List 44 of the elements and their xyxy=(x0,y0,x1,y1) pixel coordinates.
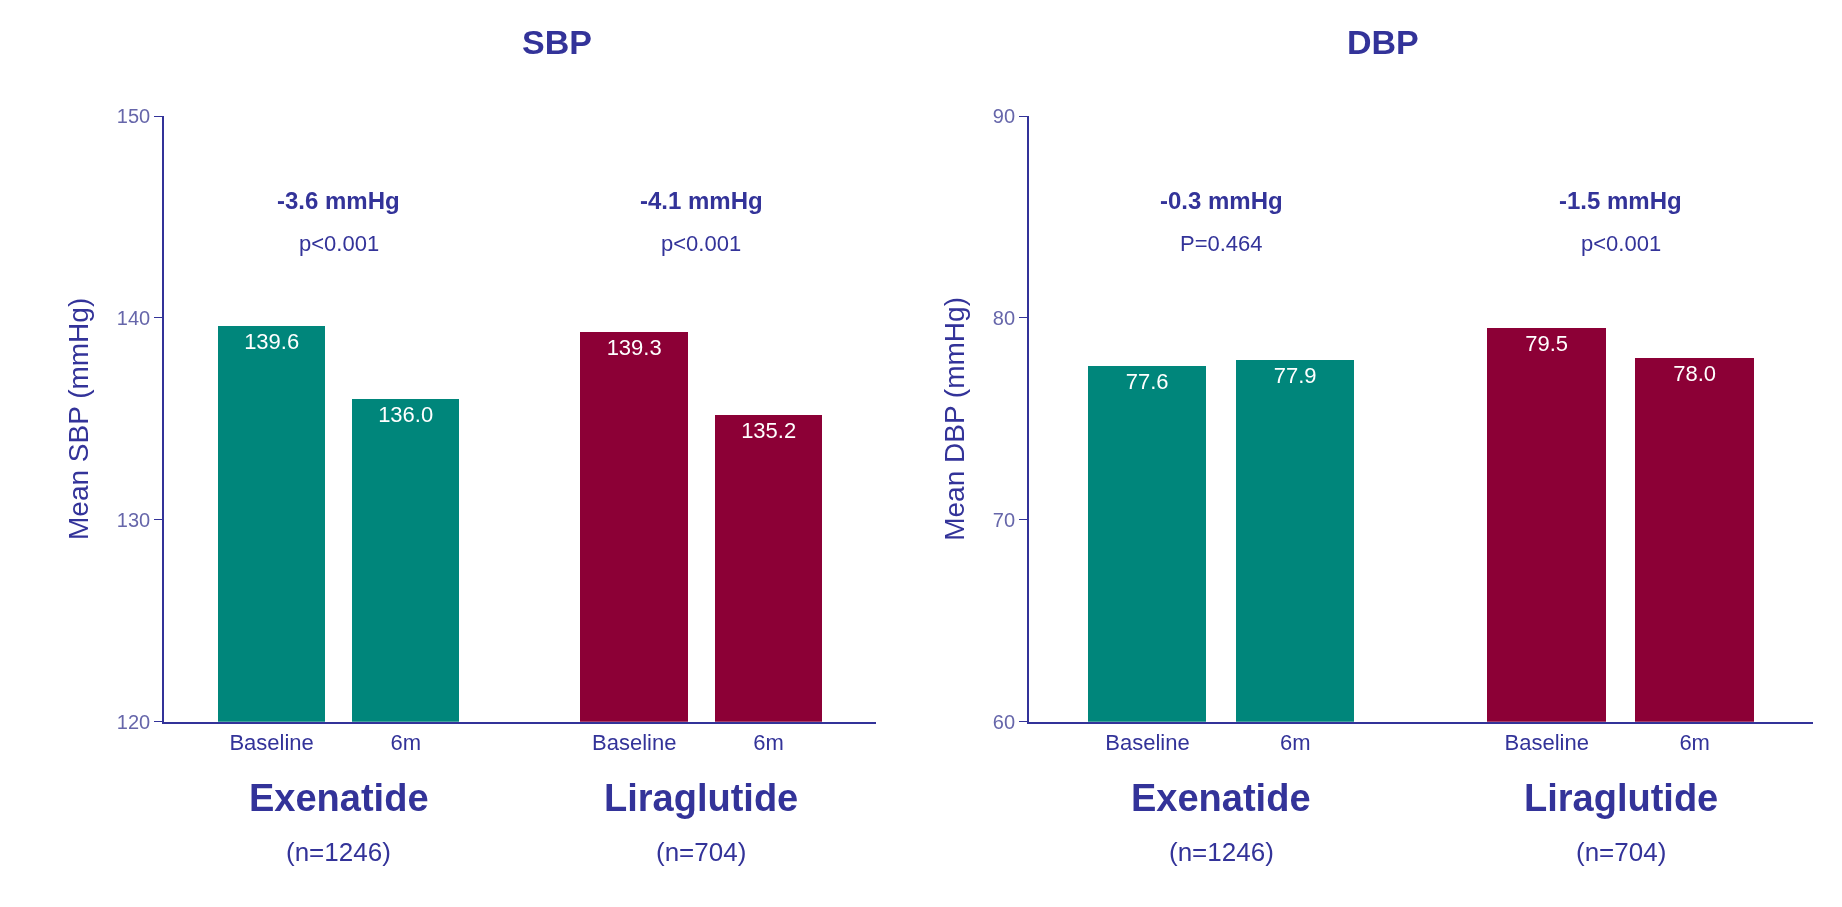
x-tick-label: Baseline xyxy=(229,730,314,756)
text: (n=1246) xyxy=(1169,837,1274,867)
annotation: p<0.001 xyxy=(1581,231,1662,256)
data-label: 136.0 xyxy=(378,402,434,428)
data-label: 78.0 xyxy=(1673,361,1717,387)
data-label: 135.2 xyxy=(741,418,797,444)
annotation: P=0.464 xyxy=(1180,231,1263,256)
text: Liraglutide xyxy=(1524,777,1719,819)
x-tick-label: 6m xyxy=(390,730,422,756)
data-label: 139.6 xyxy=(244,329,300,355)
text: (n=704) xyxy=(656,837,747,867)
x-tick-label: 6m xyxy=(1679,730,1710,756)
chart-title: SBP xyxy=(522,23,592,61)
text: (n=1246) xyxy=(286,837,391,867)
y-tick-label: 90 xyxy=(992,105,1016,128)
y-tick-label: 150 xyxy=(116,105,151,128)
x-tick-label: Baseline xyxy=(592,730,677,756)
y-tick-label: 70 xyxy=(992,508,1016,531)
y-axis-title: Mean SBP (mmHg) xyxy=(62,297,94,541)
x-tick-label: Baseline xyxy=(1504,730,1589,756)
annotation: -3.6 mmHg xyxy=(277,187,400,214)
y-tick-label: 140 xyxy=(116,306,151,329)
annotation: -0.3 mmHg xyxy=(1160,187,1283,214)
x-tick-label: 6m xyxy=(753,730,784,756)
data-label: 77.9 xyxy=(1273,363,1317,389)
annotation: -1.5 mmHg xyxy=(1559,187,1682,214)
y-axis-title: Mean DBP (mmHg) xyxy=(939,297,971,541)
annotation: p<0.001 xyxy=(299,231,380,256)
data-label: 79.5 xyxy=(1525,331,1569,357)
y-tick-label: 80 xyxy=(992,306,1016,329)
annotation: p<0.001 xyxy=(661,231,742,256)
x-tick-label: Baseline xyxy=(1105,730,1190,756)
annotation: -4.1 mmHg xyxy=(640,187,763,214)
chart-title: DBP xyxy=(1347,23,1419,61)
text: Exenatide xyxy=(249,777,429,819)
x-tick-label: 6m xyxy=(1280,730,1311,756)
data-label: 139.3 xyxy=(606,335,662,361)
data-label: 77.6 xyxy=(1125,369,1169,395)
y-tick-label: 120 xyxy=(116,710,151,733)
text: Exenatide xyxy=(1131,777,1311,819)
text: Liraglutide xyxy=(604,777,799,819)
y-tick-label: 130 xyxy=(116,508,151,531)
text: (n=704) xyxy=(1576,837,1667,867)
y-tick-label: 60 xyxy=(992,710,1016,733)
